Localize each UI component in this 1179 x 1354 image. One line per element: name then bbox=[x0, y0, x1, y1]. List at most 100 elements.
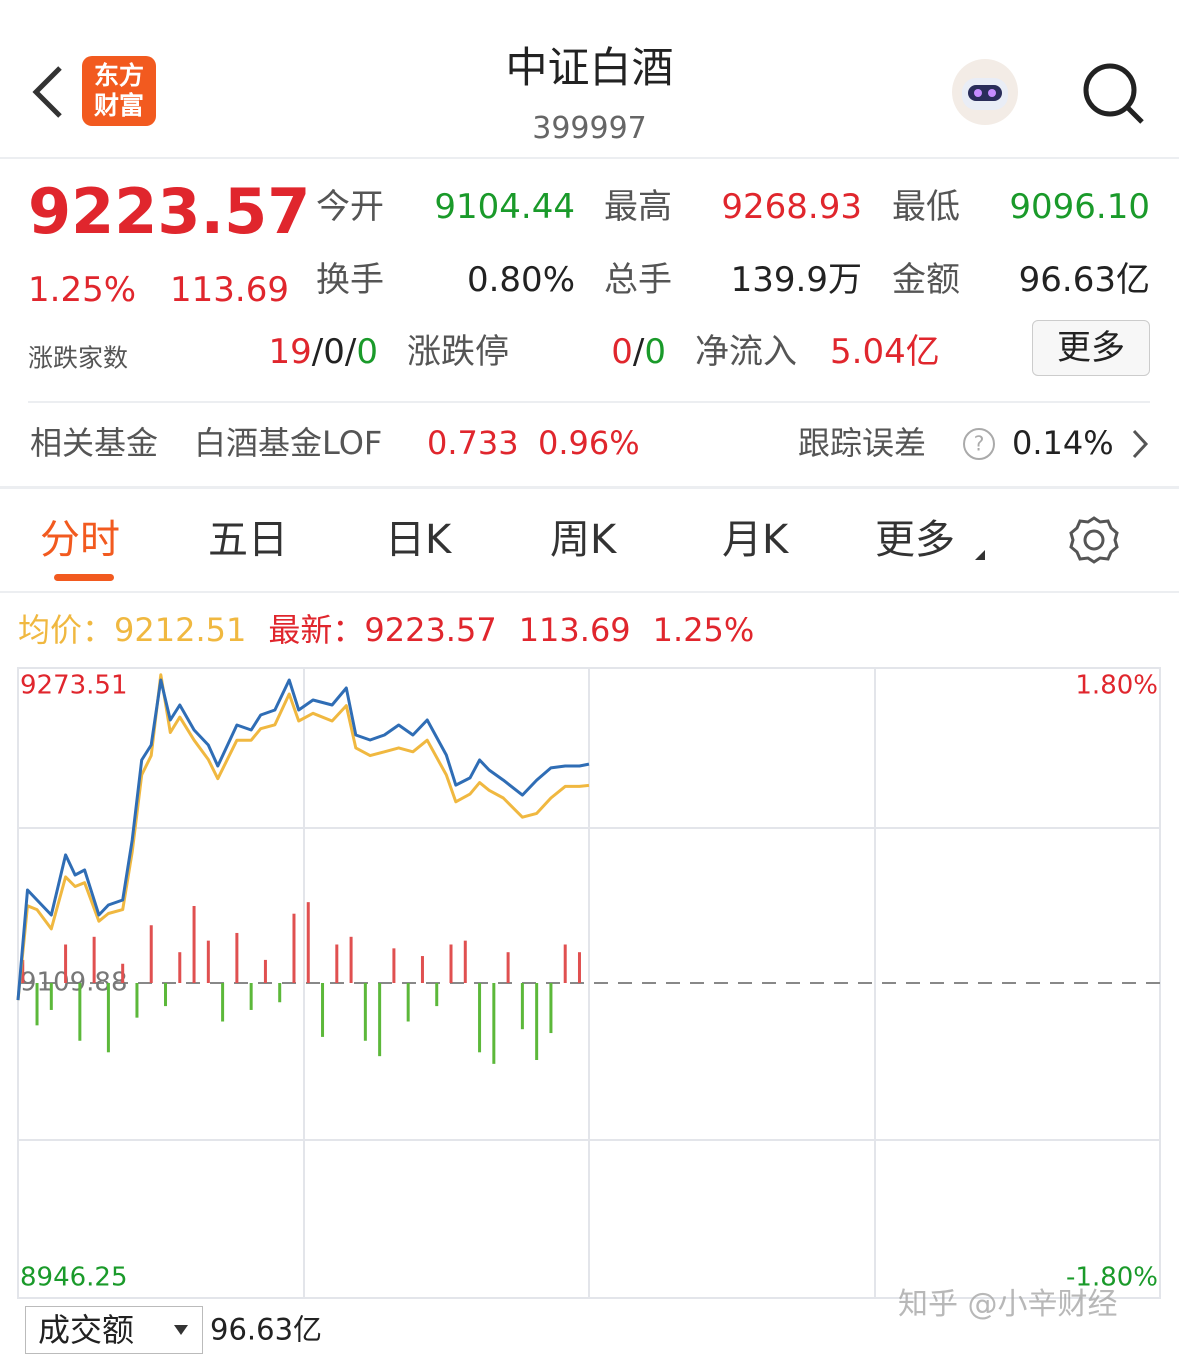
svg-text:?: ? bbox=[974, 432, 985, 456]
breadth: 19/0/0 bbox=[269, 335, 378, 369]
sep: / bbox=[344, 332, 357, 372]
tab[interactable]: 日K bbox=[385, 517, 452, 563]
logo-text: 财富 bbox=[93, 91, 144, 120]
flow-bar bbox=[278, 983, 282, 1003]
y-tick-label: 8946.25 bbox=[20, 1263, 128, 1293]
flow-bar bbox=[392, 948, 396, 983]
logo: 东方 财富 bbox=[82, 56, 156, 126]
flow-bar bbox=[549, 983, 553, 1034]
flow-bar bbox=[349, 936, 353, 983]
flow-bar bbox=[306, 902, 310, 983]
flow-bar bbox=[478, 983, 482, 1053]
last: 9223.57 bbox=[364, 611, 497, 649]
fund-pct: 0.96% bbox=[538, 424, 640, 462]
flow-bar bbox=[78, 983, 82, 1041]
divider bbox=[0, 157, 1179, 159]
fund-label: 相关基金 bbox=[30, 424, 159, 462]
settings-button[interactable] bbox=[1068, 514, 1120, 566]
indicator-selector[interactable]: 成交额 bbox=[25, 1306, 203, 1354]
title: 中证白酒 bbox=[505, 43, 674, 92]
tab-indicator bbox=[54, 574, 114, 581]
info-pct: 1.25% bbox=[652, 611, 755, 649]
flow-bar bbox=[406, 983, 410, 1022]
change-pct: 1.25% bbox=[28, 270, 137, 310]
avg: 9212.51 bbox=[114, 611, 247, 649]
turnover-value: 96.63亿 bbox=[210, 1312, 323, 1347]
net-inflow: 5.04亿 bbox=[830, 332, 940, 372]
flow-bar bbox=[520, 983, 524, 1030]
flow-bar bbox=[135, 983, 139, 1018]
change: 113.69 bbox=[170, 270, 289, 310]
y-tick-label: 9273.51 bbox=[20, 671, 128, 701]
flow-bar bbox=[292, 913, 296, 983]
last-label: 最新： bbox=[268, 611, 365, 649]
field-label: 金额 bbox=[892, 260, 960, 300]
selector-text: 成交额 bbox=[38, 1311, 135, 1349]
flow-bar bbox=[21, 959, 25, 983]
breadth-down: 0 bbox=[356, 332, 378, 372]
chart-info: 均价：9212.51 最新：9223.57 113.69 1.25% bbox=[18, 614, 754, 646]
field-value: 139.9万 bbox=[730, 260, 862, 300]
help-icon[interactable]: ? bbox=[962, 427, 996, 461]
flow-bar bbox=[378, 983, 382, 1057]
field-value: 96.63亿 bbox=[1018, 260, 1150, 300]
fund-name[interactable]: 白酒基金LOF bbox=[194, 424, 383, 462]
flow-bar bbox=[577, 952, 581, 983]
flow-bar bbox=[435, 983, 439, 1007]
y2-tick-label: 1.80% bbox=[1075, 671, 1158, 701]
field-value: 9096.10 bbox=[1009, 187, 1150, 227]
net-inflow-label: 净流入 bbox=[695, 332, 797, 372]
flow-bar bbox=[463, 940, 467, 983]
price: 9223.57 bbox=[28, 175, 311, 248]
flow-bar bbox=[64, 944, 68, 983]
divider bbox=[0, 591, 1179, 593]
flow-bar bbox=[149, 925, 153, 983]
flow-bar bbox=[420, 956, 424, 983]
flow-bar bbox=[335, 944, 339, 983]
fund-price: 0.733 bbox=[427, 424, 519, 462]
field-label: 最低 bbox=[892, 187, 960, 227]
tab[interactable]: 周K bbox=[550, 517, 617, 563]
flow-bar bbox=[249, 983, 253, 1010]
breadth-up: 19 bbox=[268, 332, 312, 372]
sep: / bbox=[632, 332, 645, 372]
chevron[interactable] bbox=[1130, 428, 1150, 460]
divider bbox=[0, 486, 1179, 489]
limit-down: 0 bbox=[644, 332, 666, 372]
info-change: 113.69 bbox=[518, 611, 631, 649]
price-line bbox=[16, 673, 590, 1001]
flow-bar bbox=[106, 983, 110, 1053]
tab[interactable]: 五日 bbox=[208, 517, 288, 563]
flow-bar bbox=[492, 983, 496, 1064]
flow-bar bbox=[363, 983, 367, 1041]
code: 399997 bbox=[532, 111, 647, 146]
flow-bar bbox=[535, 983, 539, 1061]
flow-bar bbox=[121, 963, 125, 983]
field-label: 总手 bbox=[604, 260, 672, 300]
sep: / bbox=[311, 332, 324, 372]
limit-up: 0 bbox=[611, 332, 633, 372]
limit-label: 涨跌停 bbox=[407, 332, 509, 372]
back-button[interactable] bbox=[28, 64, 68, 120]
tab[interactable]: 月K bbox=[722, 517, 789, 563]
flow-bar bbox=[563, 944, 567, 983]
assistant-icon[interactable] bbox=[948, 56, 1022, 128]
field-value: 9268.93 bbox=[721, 187, 862, 227]
dropdown-arrow bbox=[975, 550, 985, 560]
flow-bar bbox=[506, 952, 510, 983]
avg-label: 均价： bbox=[18, 611, 115, 649]
tab[interactable]: 分时 bbox=[40, 517, 120, 563]
more-button[interactable]: 更多 bbox=[1032, 320, 1150, 376]
watermark: 知乎 @小辛财经 bbox=[898, 1287, 1118, 1322]
flow-bar bbox=[221, 983, 225, 1022]
flow-bar bbox=[35, 983, 39, 1026]
tab[interactable]: 更多 bbox=[875, 517, 955, 563]
flow-bar bbox=[178, 952, 182, 983]
price-line bbox=[16, 678, 590, 1001]
y2-tick-label: -1.80% bbox=[1066, 1263, 1158, 1293]
flow-bar bbox=[49, 983, 53, 1010]
tracking-value: 0.14% bbox=[1012, 424, 1114, 462]
search-button[interactable] bbox=[1080, 60, 1150, 126]
breadth-label: 涨跌家数 bbox=[28, 343, 129, 373]
